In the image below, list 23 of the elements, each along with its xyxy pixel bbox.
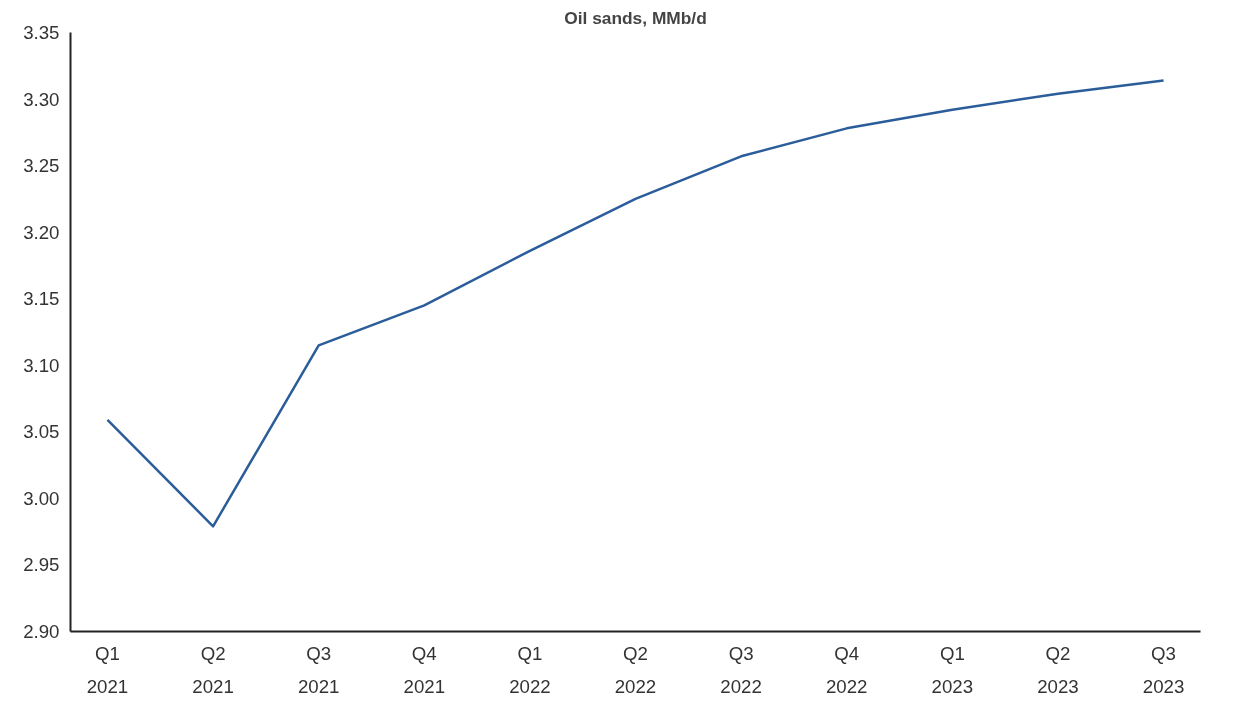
x-tick-label: Q3 2022 xyxy=(720,642,762,698)
y-tick-label: 3.05 xyxy=(23,421,60,443)
x-tick-label: Q1 2021 xyxy=(86,642,129,698)
y-tick-label: 3.25 xyxy=(23,155,60,177)
x-tick-label: Q2 2021 xyxy=(192,642,234,698)
x-tick-label: Q3 2023 xyxy=(1142,642,1185,698)
y-tick-label: 3.10 xyxy=(23,354,60,376)
y-tick-label: 3.00 xyxy=(23,487,60,509)
chart-title: Oil sands, MMb/d xyxy=(564,7,707,28)
y-tick-label: 2.95 xyxy=(23,554,60,576)
x-tick-label: Q4 2022 xyxy=(825,642,868,698)
line-series xyxy=(106,79,1165,528)
y-tick-label: 3.35 xyxy=(23,22,60,43)
y-tick-label: 3.15 xyxy=(23,288,60,310)
x-tick-label: Q2 2022 xyxy=(614,642,657,698)
x-tick-label: Q4 2021 xyxy=(403,642,446,698)
y-tick-label: 3.20 xyxy=(23,221,60,243)
x-tick-label: Q1 2022 xyxy=(509,642,551,698)
y-tick-label: 3.30 xyxy=(23,88,60,110)
x-tick-label: Q1 2023 xyxy=(931,642,974,698)
x-tick-label: Q2 2023 xyxy=(1037,642,1079,698)
x-tick-label: Q3 2021 xyxy=(297,642,340,698)
y-tick-label: 2.90 xyxy=(23,621,60,642)
